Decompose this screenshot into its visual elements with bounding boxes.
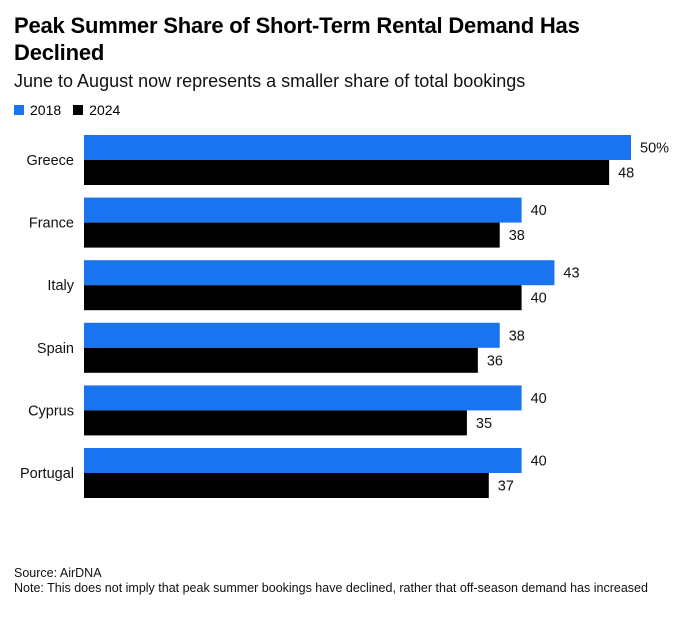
bar-cyprus-2024 [84, 410, 467, 436]
legend-item-2018: 2018 [14, 101, 61, 119]
category-label-italy: Italy [47, 278, 74, 294]
bar-france-2024 [84, 222, 500, 248]
category-label-france: France [29, 216, 74, 232]
chart-subtitle: June to August now represents a smaller … [14, 71, 526, 91]
footnote: Note: This does not imply that peak summ… [14, 581, 648, 595]
value-label-italy-2024: 40 [531, 291, 547, 307]
value-label-spain-2024: 36 [487, 353, 503, 369]
bar-italy-2018 [84, 260, 555, 286]
source-note: Source: AirDNA [14, 566, 102, 580]
category-label-greece: Greece [26, 153, 74, 169]
chart-title: Peak Summer Share of Short-Term Rental D… [14, 13, 580, 65]
bar-cyprus-2018 [84, 385, 522, 411]
value-label-cyprus-2024: 35 [476, 416, 492, 432]
category-label-spain: Spain [37, 341, 74, 357]
value-label-portugal-2024: 37 [498, 479, 514, 495]
value-label-france-2024: 38 [509, 228, 525, 244]
value-label-cyprus-2018: 40 [531, 391, 547, 407]
legend-swatch-2018 [14, 105, 24, 115]
category-label-portugal: Portugal [20, 466, 74, 482]
legend-item-2024: 2024 [73, 101, 120, 119]
bar-spain-2024 [84, 347, 478, 373]
bar-greece-2018 [84, 135, 631, 160]
bar-france-2018 [84, 197, 522, 223]
bar-greece-2024 [84, 160, 610, 185]
legend: 2018 2024 [14, 101, 132, 119]
legend-swatch-2024 [73, 105, 84, 115]
legend-label-2018: 2018 [30, 102, 62, 118]
bar-spain-2018 [84, 322, 500, 348]
bar-chart: Greece 50% 48 France 40 38 Italy 43 40 Spain 38 36 C… [20, 135, 669, 498]
bar-portugal-2024 [84, 473, 489, 498]
value-label-greece-2024: 48 [618, 166, 634, 182]
bar-italy-2024 [84, 285, 522, 311]
bar-portugal-2018 [84, 448, 522, 473]
value-label-portugal-2018: 40 [531, 454, 547, 470]
value-label-spain-2018: 38 [509, 328, 525, 344]
value-label-greece-2018: 50% [640, 141, 669, 157]
chart-footer: Source: AirDNA Note: This does not imply… [14, 566, 684, 596]
legend-label-2024: 2024 [89, 102, 121, 118]
value-label-italy-2018: 43 [563, 266, 579, 282]
value-label-france-2018: 40 [531, 203, 547, 219]
category-label-cyprus: Cyprus [28, 403, 74, 419]
